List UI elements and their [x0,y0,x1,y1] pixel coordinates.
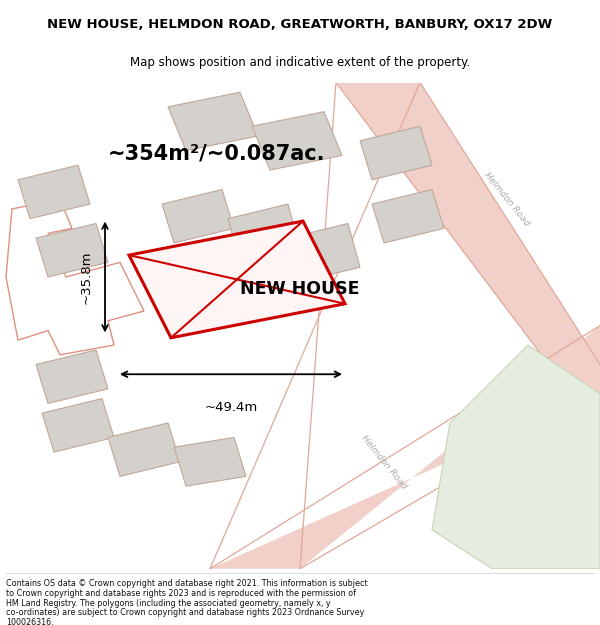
Text: HM Land Registry. The polygons (including the associated geometry, namely x, y: HM Land Registry. The polygons (includin… [6,599,331,608]
Polygon shape [360,126,432,180]
Text: to Crown copyright and database rights 2023 and is reproduced with the permissio: to Crown copyright and database rights 2… [6,589,356,598]
Text: ~49.4m: ~49.4m [205,401,257,414]
Polygon shape [432,345,600,569]
Polygon shape [168,92,258,151]
Text: ~35.8m: ~35.8m [80,250,93,304]
Text: 100026316.: 100026316. [6,618,53,625]
Polygon shape [162,189,234,243]
Polygon shape [42,399,114,452]
Polygon shape [129,221,345,338]
Polygon shape [228,204,300,262]
Text: co-ordinates) are subject to Crown copyright and database rights 2023 Ordnance S: co-ordinates) are subject to Crown copyr… [6,608,364,618]
Text: ~354m²/~0.087ac.: ~354m²/~0.087ac. [107,143,325,163]
Polygon shape [18,165,90,219]
Text: Helmdon Road: Helmdon Road [359,433,409,491]
Text: NEW HOUSE, HELMDON ROAD, GREATWORTH, BANBURY, OX17 2DW: NEW HOUSE, HELMDON ROAD, GREATWORTH, BAN… [47,18,553,31]
Polygon shape [288,224,360,282]
Polygon shape [36,350,108,403]
Polygon shape [108,423,180,476]
Text: NEW HOUSE: NEW HOUSE [240,280,360,298]
Polygon shape [174,438,246,486]
Polygon shape [252,112,342,170]
Polygon shape [372,189,444,243]
Text: Helmdon Road: Helmdon Road [482,171,532,228]
Polygon shape [336,82,600,432]
Text: Map shows position and indicative extent of the property.: Map shows position and indicative extent… [130,56,470,69]
Polygon shape [210,326,600,569]
Polygon shape [36,224,108,277]
Text: Contains OS data © Crown copyright and database right 2021. This information is : Contains OS data © Crown copyright and d… [6,579,368,588]
